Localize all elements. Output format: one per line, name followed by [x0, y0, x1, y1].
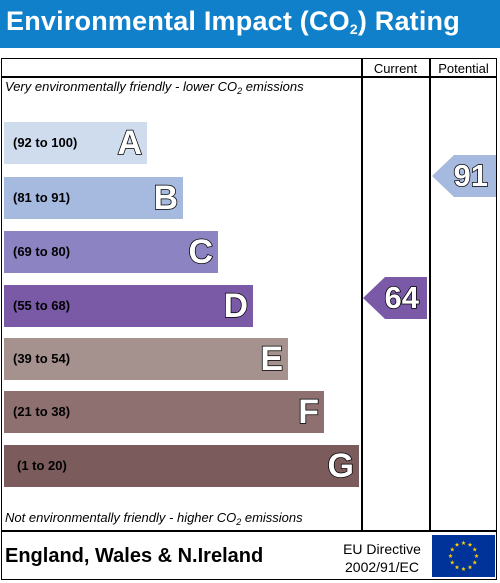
band-e: (39 to 54) E	[4, 338, 288, 380]
eu-star-icon	[449, 547, 455, 552]
column-potential: Potential	[438, 61, 489, 76]
eu-flag-icon	[432, 535, 495, 577]
band-f: (21 to 38) F	[4, 391, 324, 433]
band-range: (81 to 91)	[13, 190, 71, 205]
header-divider	[1, 76, 497, 78]
band-range: (21 to 38)	[13, 404, 71, 419]
band-letter: G	[327, 446, 355, 486]
footer-region: England, Wales & N.Ireland	[5, 545, 264, 567]
band-letter: B	[153, 178, 179, 218]
footer-divider	[1, 530, 497, 532]
column-current: Current	[373, 61, 418, 76]
page-title: Environmental Impact (CO2) Rating	[6, 6, 460, 37]
directive-line-2: 2002/91/EC	[345, 559, 419, 575]
eu-star-icon	[467, 564, 473, 570]
eu-star-icon	[461, 566, 466, 571]
band-letter: F	[297, 392, 319, 432]
band-letter: C	[188, 232, 214, 272]
band-range: (69 to 80)	[13, 244, 71, 259]
band-letter: E	[260, 339, 284, 379]
potential-rating-arrow: 91	[432, 155, 496, 197]
eu-star-icon	[467, 542, 473, 547]
footer-directive: EU Directive 2002/91/EC	[335, 540, 429, 576]
potential-rating-value: 91	[453, 157, 489, 194]
band-range: (1 to 20)	[17, 458, 67, 473]
directive-line-1: EU Directive	[343, 541, 421, 557]
band-range: (55 to 68)	[13, 298, 71, 313]
eu-star-icon	[448, 553, 453, 558]
eu-star-icon	[454, 542, 460, 547]
title-bar: Environmental Impact (CO2) Rating	[0, 0, 500, 48]
band-c: (69 to 80) C	[4, 231, 218, 273]
band-g: (1 to 20) G	[4, 445, 359, 487]
band-range: (39 to 54)	[13, 351, 71, 366]
eu-star-icon	[461, 540, 466, 545]
eu-star-icon	[449, 560, 455, 565]
current-rating-value: 64	[384, 279, 420, 316]
rating-frame	[1, 58, 497, 580]
eu-star-icon	[454, 564, 460, 570]
eu-star-icon	[472, 560, 478, 565]
band-a: (92 to 100) A	[4, 122, 147, 164]
top-caption: Very environmentally friendly - lower CO…	[5, 79, 304, 96]
band-b: (81 to 91) B	[4, 177, 183, 219]
divider-potential	[429, 58, 431, 531]
band-letter: D	[223, 286, 249, 326]
eu-star-icon	[472, 547, 478, 552]
band-d: (55 to 68) D	[4, 285, 253, 327]
bottom-caption: Not environmentally friendly - higher CO…	[5, 510, 303, 527]
eu-star-icon	[474, 553, 479, 558]
band-range: (92 to 100)	[13, 135, 78, 150]
band-letter: A	[117, 123, 143, 163]
divider-current	[361, 58, 363, 531]
